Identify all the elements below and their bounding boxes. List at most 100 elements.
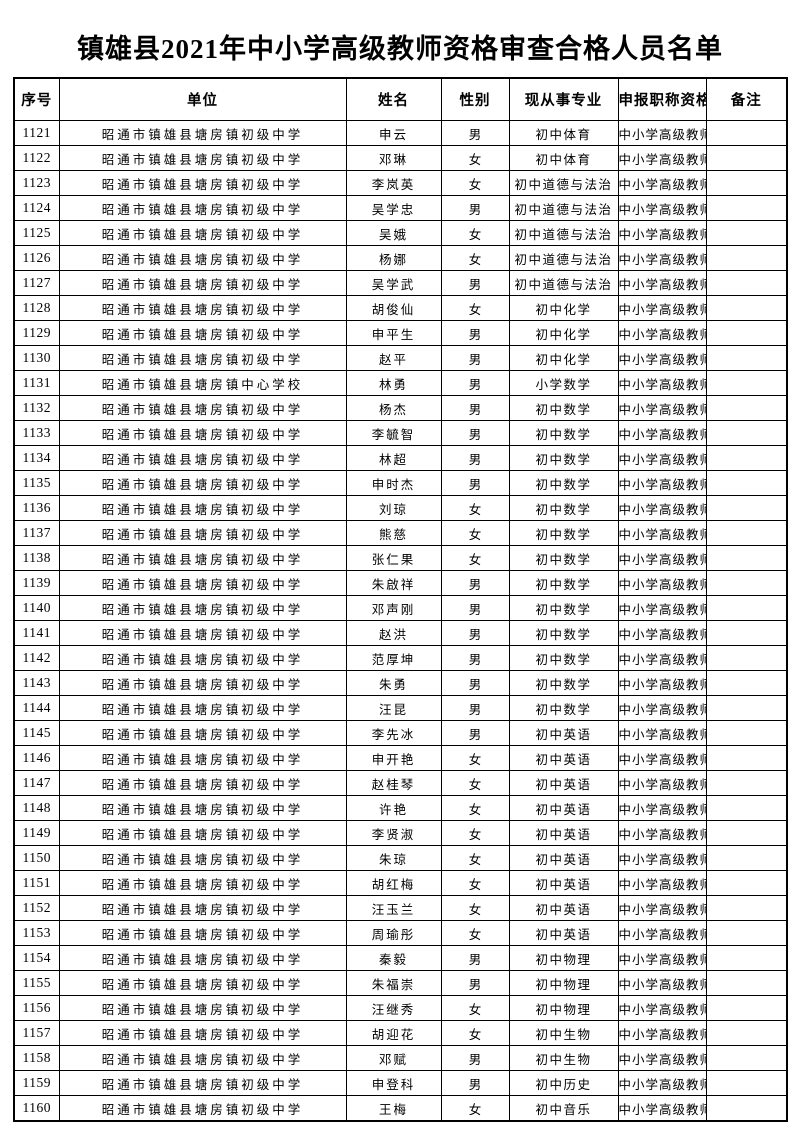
cell-no: 1133 <box>13 420 60 446</box>
cell-gender: 男 <box>440 270 510 296</box>
table-row: 1124 昭通市镇雄县塘房镇初级中学 吴学忠男初中道德与法治 中小学高级教师 <box>13 195 788 221</box>
cell-name: 邓声刚 <box>345 595 442 621</box>
cell-subject: 初中英语 <box>508 745 619 771</box>
cell-no: 1159 <box>13 1070 60 1096</box>
cell-subject: 初中数学 <box>508 420 619 446</box>
table-row: 1127 昭通市镇雄县塘房镇初级中学 吴学武男初中道德与法治 中小学高级教师 <box>13 270 788 296</box>
header-serial: 序号 <box>13 77 60 121</box>
cell-title: 中小学高级教师 <box>617 120 707 146</box>
cell-unit: 昭通市镇雄县塘房镇初级中学 <box>58 695 347 721</box>
cell-title: 中小学高级教师 <box>617 370 707 396</box>
roster-table: 序号 单位 姓名 性别 现从事专业 申报职称资格 备注 1121 昭通市镇雄县塘房… <box>13 77 788 1122</box>
table-row: 1139 昭通市镇雄县塘房镇初级中学 朱啟祥男初中数学 中小学高级教师 <box>13 570 788 596</box>
table-row: 1128 昭通市镇雄县塘房镇初级中学 胡俊仙女初中化学 中小学高级教师 <box>13 295 788 321</box>
cell-unit: 昭通市镇雄县塘房镇初级中学 <box>58 1095 347 1122</box>
cell-gender: 女 <box>440 1095 510 1122</box>
cell-gender: 女 <box>440 820 510 846</box>
cell-gender: 男 <box>440 1070 510 1096</box>
cell-name: 林勇 <box>345 370 442 396</box>
cell-title: 中小学高级教师 <box>617 845 707 871</box>
cell-no: 1142 <box>13 645 60 671</box>
table-body: 1121 昭通市镇雄县塘房镇初级中学 申云男初中体育 中小学高级教师 1122 昭通市镇雄… <box>13 120 788 1122</box>
cell-gender: 男 <box>440 470 510 496</box>
cell-title: 中小学高级教师 <box>617 970 707 996</box>
table-row: 1137 昭通市镇雄县塘房镇初级中学 熊慈女初中数学 中小学高级教师 <box>13 520 788 546</box>
cell-subject: 初中历史 <box>508 1070 619 1096</box>
cell-unit: 昭通市镇雄县塘房镇初级中学 <box>58 1045 347 1071</box>
cell-name: 张仁果 <box>345 545 442 571</box>
cell-unit: 昭通市镇雄县塘房镇初级中学 <box>58 295 347 321</box>
cell-note <box>705 495 788 521</box>
cell-unit: 昭通市镇雄县塘房镇中心学校 <box>58 370 347 396</box>
table-row: 1123 昭通市镇雄县塘房镇初级中学 李岚英女初中道德与法治 中小学高级教师 <box>13 170 788 196</box>
cell-no: 1126 <box>13 245 60 271</box>
cell-name: 周瑜彤 <box>345 920 442 946</box>
cell-subject: 初中化学 <box>508 345 619 371</box>
cell-no: 1141 <box>13 620 60 646</box>
cell-name: 申登科 <box>345 1070 442 1096</box>
cell-name: 许艳 <box>345 795 442 821</box>
cell-subject: 初中音乐 <box>508 1095 619 1122</box>
header-row: 序号 单位 姓名 性别 现从事专业 申报职称资格 备注 <box>13 77 788 121</box>
cell-gender: 女 <box>440 245 510 271</box>
table-row: 1135 昭通市镇雄县塘房镇初级中学 申时杰男初中数学 中小学高级教师 <box>13 470 788 496</box>
table-row: 1157 昭通市镇雄县塘房镇初级中学 胡迎花女初中生物 中小学高级教师 <box>13 1020 788 1046</box>
cell-note <box>705 920 788 946</box>
table-row: 1131 昭通市镇雄县塘房镇中心学校 林勇男小学数学 中小学高级教师 <box>13 370 788 396</box>
cell-note <box>705 970 788 996</box>
cell-subject: 初中英语 <box>508 820 619 846</box>
cell-title: 中小学高级教师 <box>617 645 707 671</box>
cell-subject: 初中数学 <box>508 620 619 646</box>
cell-note <box>705 670 788 696</box>
cell-subject: 初中英语 <box>508 870 619 896</box>
cell-name: 吴学武 <box>345 270 442 296</box>
cell-gender: 男 <box>440 695 510 721</box>
table-row: 1155 昭通市镇雄县塘房镇初级中学 朱福崇男初中物理 中小学高级教师 <box>13 970 788 996</box>
table-row: 1158 昭通市镇雄县塘房镇初级中学 邓赋男初中生物 中小学高级教师 <box>13 1045 788 1071</box>
cell-no: 1128 <box>13 295 60 321</box>
cell-note <box>705 795 788 821</box>
cell-subject: 初中数学 <box>508 520 619 546</box>
table-row: 1138 昭通市镇雄县塘房镇初级中学 张仁果女初中数学 中小学高级教师 <box>13 545 788 571</box>
cell-note <box>705 145 788 171</box>
table-row: 1152 昭通市镇雄县塘房镇初级中学 汪玉兰女初中英语 中小学高级教师 <box>13 895 788 921</box>
cell-gender: 男 <box>440 670 510 696</box>
cell-gender: 男 <box>440 570 510 596</box>
cell-title: 中小学高级教师 <box>617 1020 707 1046</box>
cell-no: 1121 <box>13 120 60 146</box>
cell-note <box>705 520 788 546</box>
cell-note <box>705 570 788 596</box>
cell-name: 申时杰 <box>345 470 442 496</box>
cell-title: 中小学高级教师 <box>617 245 707 271</box>
cell-name: 林超 <box>345 445 442 471</box>
cell-unit: 昭通市镇雄县塘房镇初级中学 <box>58 270 347 296</box>
table-row: 1136 昭通市镇雄县塘房镇初级中学 刘琼女初中数学 中小学高级教师 <box>13 495 788 521</box>
cell-subject: 初中生物 <box>508 1045 619 1071</box>
cell-name: 胡红梅 <box>345 870 442 896</box>
cell-no: 1134 <box>13 445 60 471</box>
cell-name: 朱啟祥 <box>345 570 442 596</box>
cell-gender: 男 <box>440 420 510 446</box>
cell-unit: 昭通市镇雄县塘房镇初级中学 <box>58 245 347 271</box>
cell-unit: 昭通市镇雄县塘房镇初级中学 <box>58 395 347 421</box>
cell-unit: 昭通市镇雄县塘房镇初级中学 <box>58 645 347 671</box>
table-row: 1156 昭通市镇雄县塘房镇初级中学 汪继秀女初中物理 中小学高级教师 <box>13 995 788 1021</box>
cell-no: 1144 <box>13 695 60 721</box>
cell-subject: 初中物理 <box>508 945 619 971</box>
cell-subject: 初中物理 <box>508 970 619 996</box>
cell-name: 李岚英 <box>345 170 442 196</box>
cell-gender: 女 <box>440 1020 510 1046</box>
cell-title: 中小学高级教师 <box>617 545 707 571</box>
cell-no: 1148 <box>13 795 60 821</box>
cell-note <box>705 845 788 871</box>
cell-unit: 昭通市镇雄县塘房镇初级中学 <box>58 445 347 471</box>
table-row: 1160 昭通市镇雄县塘房镇初级中学 王梅女初中音乐 中小学高级教师 <box>13 1095 788 1122</box>
cell-no: 1145 <box>13 720 60 746</box>
cell-gender: 男 <box>440 120 510 146</box>
table-row: 1148 昭通市镇雄县塘房镇初级中学 许艳女初中英语 中小学高级教师 <box>13 795 788 821</box>
cell-no: 1125 <box>13 220 60 246</box>
cell-gender: 男 <box>440 720 510 746</box>
cell-unit: 昭通市镇雄县塘房镇初级中学 <box>58 595 347 621</box>
header-unit: 单位 <box>58 77 347 121</box>
table-row: 1143 昭通市镇雄县塘房镇初级中学 朱勇男初中数学 中小学高级教师 <box>13 670 788 696</box>
